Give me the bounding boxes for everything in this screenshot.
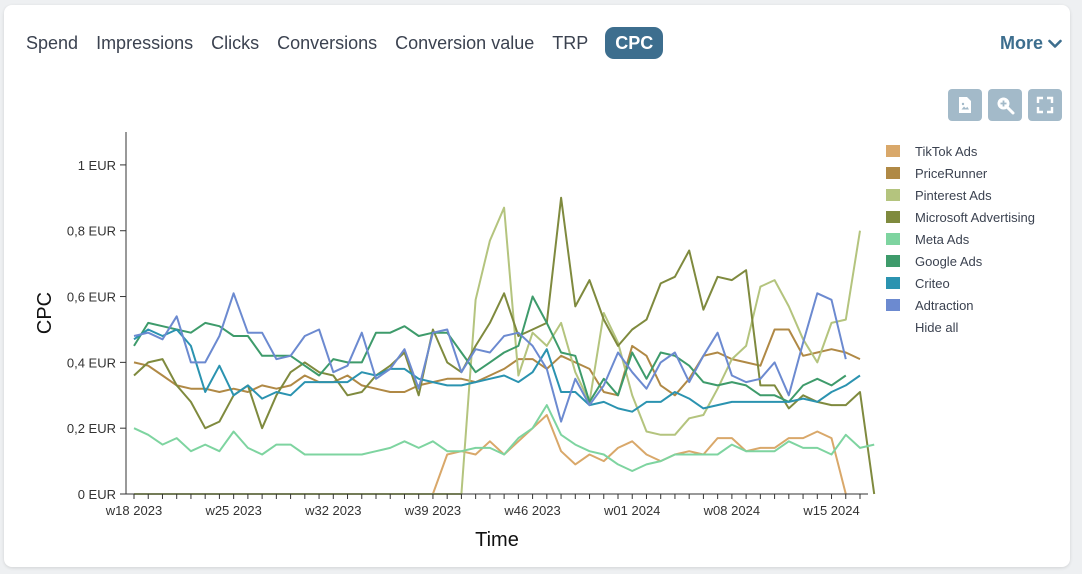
legend-swatch: [886, 145, 900, 157]
y-tick-label: 0 EUR: [78, 487, 116, 502]
tab-conversion-value[interactable]: Conversion value: [395, 33, 535, 53]
tab-spend[interactable]: Spend: [26, 33, 79, 53]
series-line-microsoft-advertising[interactable]: [133, 196, 876, 495]
legend-label: Microsoft Advertising: [915, 209, 1035, 225]
y-tick-label: 1 EUR: [78, 158, 116, 173]
series-line-adtraction[interactable]: [133, 292, 847, 423]
legend-label: Adtraction: [915, 297, 974, 313]
tab-clicks[interactable]: Clicks: [211, 33, 260, 53]
more-dropdown[interactable]: More: [1000, 33, 1062, 54]
chart-legend: TikTok Ads PriceRunner Pinterest Ads Micros…: [886, 140, 1056, 338]
legend-item[interactable]: Microsoft Advertising: [886, 206, 1056, 228]
zoom-button[interactable]: [988, 89, 1022, 121]
cpc-line-chart: 0 EUR 0,2 EUR 0,4 EUR 0,6 EUR 0,8 EUR 1 EUR w1…: [34, 132, 876, 551]
hide-all-button[interactable]: Hide all: [915, 319, 959, 335]
legend-label: PriceRunner: [915, 165, 988, 181]
series-line-criteo[interactable]: [133, 328, 861, 413]
x-tick-label: w25 2023: [204, 503, 261, 518]
export-icon: [959, 97, 971, 113]
legend-swatch: [886, 167, 900, 179]
legend-item[interactable]: PriceRunner: [886, 162, 1056, 184]
y-axis-title: CPC: [34, 292, 56, 334]
y-tick-label: 0,2 EUR: [67, 421, 116, 436]
zoom-icon: [997, 97, 1015, 115]
more-label: More: [999, 33, 1043, 53]
x-tick-label: w15 2024: [802, 503, 859, 518]
tab-conversions[interactable]: Conversions: [277, 33, 378, 53]
series-line-pricerunner[interactable]: [133, 328, 861, 397]
legend-item[interactable]: Google Ads: [886, 250, 1056, 272]
fullscreen-icon: [1036, 96, 1054, 114]
legend-swatch: [886, 189, 900, 201]
legend-item[interactable]: Pinterest Ads: [886, 184, 1056, 206]
legend-swatch: [886, 277, 900, 289]
x-tick-label: w08 2024: [703, 503, 760, 518]
y-tick-label: 0,4 EUR: [67, 355, 116, 370]
chevron-down-icon: [1048, 39, 1062, 48]
x-tick-label: w18 2023: [105, 503, 162, 518]
legend-label: TikTok Ads: [915, 143, 978, 159]
x-tick-label: w46 2023: [503, 503, 560, 518]
legend-swatch: [886, 233, 900, 245]
x-axis-title: Time: [475, 529, 519, 551]
legend-label: Meta Ads: [915, 231, 970, 247]
y-tick-label: 0,6 EUR: [67, 290, 116, 305]
tab-impressions[interactable]: Impressions: [96, 33, 194, 53]
chart-toolbar: [948, 89, 1062, 121]
series-line-meta-ads[interactable]: [133, 404, 875, 472]
y-tick-label: 0,8 EUR: [67, 224, 116, 239]
legend-label: Google Ads: [915, 253, 983, 269]
legend-item[interactable]: Meta Ads: [886, 228, 1056, 250]
metric-tabs: Spend Impressions Clicks Conversions Convers…: [17, 26, 664, 60]
legend-item[interactable]: TikTok Ads: [886, 140, 1056, 162]
legend-swatch: [886, 299, 900, 311]
legend-item[interactable]: Adtraction: [886, 294, 1056, 316]
tab-trp[interactable]: TRP: [552, 33, 589, 53]
x-tick-label: w01 2024: [603, 503, 660, 518]
legend-item[interactable]: Criteo: [886, 272, 1056, 294]
x-tick-label: w32 2023: [304, 503, 361, 518]
legend-label: Criteo: [915, 275, 950, 291]
legend-swatch: [886, 211, 900, 223]
export-button[interactable]: [948, 89, 982, 121]
fullscreen-button[interactable]: [1028, 89, 1062, 121]
series-line-google-ads[interactable]: [133, 295, 847, 403]
legend-label: Pinterest Ads: [915, 187, 992, 203]
legend-swatch: [886, 255, 900, 267]
x-tick-label: w39 2023: [404, 503, 461, 518]
tab-cpc[interactable]: CPC: [605, 27, 664, 59]
series-line-tiktok-ads[interactable]: [134, 414, 847, 495]
